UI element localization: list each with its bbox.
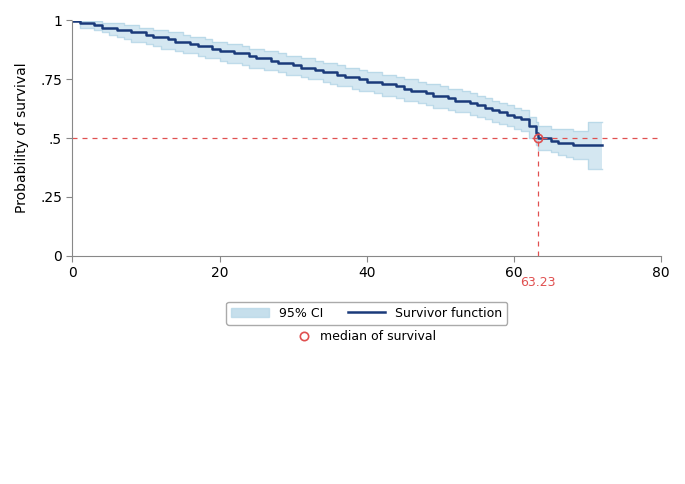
- Y-axis label: Probability of survival: Probability of survival: [15, 63, 29, 213]
- X-axis label: Time-Month: Time-Month: [325, 305, 408, 319]
- Text: 63.23: 63.23: [520, 276, 556, 289]
- Legend: median of survival: median of survival: [292, 325, 441, 348]
